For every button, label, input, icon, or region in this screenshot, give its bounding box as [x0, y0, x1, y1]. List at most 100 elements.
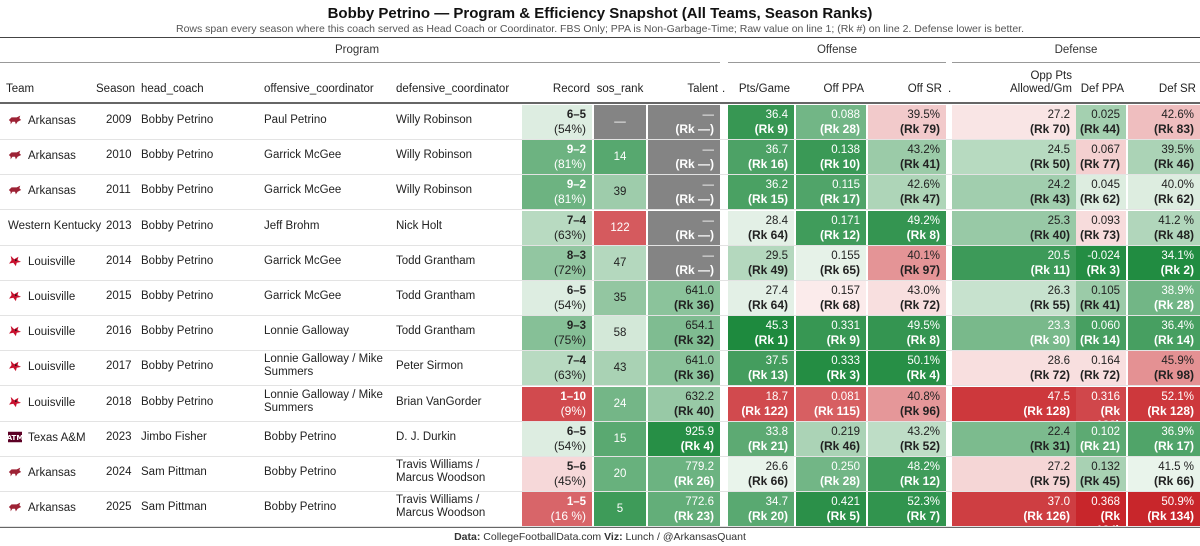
row-divider	[0, 174, 1200, 175]
def-ppa-cell-rank: (Rk 73)	[1079, 228, 1120, 242]
head-coach-cell: Bobby Petrino	[141, 325, 214, 337]
talent-cell-rank: (Rk —)	[675, 157, 714, 171]
record-cell: 6–5 (54%)	[522, 422, 592, 456]
record-cell-value: 5–6	[566, 461, 586, 473]
talent-cell-value: —	[702, 179, 715, 191]
def-sr-cell: 45.9% (Rk 98)	[1128, 351, 1200, 385]
talent-cell-rank: (Rk —)	[675, 263, 714, 277]
season-cell: 2018	[106, 396, 132, 408]
pts-game-cell: 34.7 (Rk 20)	[728, 492, 794, 526]
off-ppa-cell-rank: (Rk 17)	[819, 192, 860, 206]
cardinal-logo-icon	[8, 360, 28, 373]
def-sr-cell-rank: (Rk 28)	[1153, 298, 1194, 312]
def-sr-cell-rank: (Rk 14)	[1153, 333, 1194, 347]
off-ppa-cell-value: 0.157	[831, 285, 860, 297]
defensive-coordinator-cell: Travis Williams / Marcus Woodson	[396, 459, 486, 484]
talent-cell-value: 632.2	[685, 391, 714, 403]
head-coach-cell: Sam Pittman	[141, 501, 207, 513]
pts-game-cell: 28.4 (Rk 64)	[728, 211, 794, 245]
talent-cell: — (Rk —)	[648, 140, 720, 174]
defensive-coordinator-cell: Todd Grantham	[396, 325, 476, 337]
table-row: Arkansas 2025 Sam Pittman Bobby Petrino Trav…	[0, 491, 1200, 537]
def-ppa-cell-rank: (Rk 3)	[1086, 263, 1120, 277]
off-sr-cell: 43.0% (Rk 72)	[868, 281, 946, 315]
talent-cell: 925.9 (Rk 4)	[648, 422, 720, 456]
row-divider	[0, 421, 1200, 422]
team-cell: Louisville	[8, 290, 116, 304]
season-cell: 2010	[106, 149, 132, 161]
def-ppa-cell-value: 0.060	[1091, 320, 1120, 332]
season-cell: 2023	[106, 431, 132, 443]
header-def-ppa: Def PPA	[1080, 83, 1124, 95]
row-divider	[0, 280, 1200, 281]
talent-cell-rank: (Rk 23)	[673, 509, 714, 523]
def-ppa-cell-rank: (Rk 41)	[1079, 298, 1120, 312]
off-ppa-cell: 0.138 (Rk 10)	[796, 140, 866, 174]
opp-pts-cell-rank: (Rk 11)	[1030, 263, 1070, 277]
def-ppa-cell-value: 0.105	[1091, 285, 1120, 297]
table-row: Louisville 2017 Bobby Petrino Lonnie Gallow…	[0, 350, 1200, 385]
def-ppa-cell-value: 0.368	[1091, 496, 1120, 508]
off-ppa-cell-value: 0.219	[831, 426, 860, 438]
record-cell-value: 6–5	[566, 285, 586, 297]
footer-data-label: Data:	[454, 531, 481, 543]
sos-rank-cell-value: 20	[613, 468, 627, 480]
team-cell: Louisville	[8, 360, 116, 374]
sos-rank-cell: 5	[594, 492, 646, 526]
def-sr-cell-rank: (Rk 98)	[1153, 368, 1194, 382]
off-sr-cell-rank: (Rk 47)	[899, 192, 940, 206]
def-ppa-cell: 0.067 (Rk 77)	[1076, 140, 1126, 174]
off-ppa-cell-value: 0.333	[831, 355, 860, 367]
row-divider	[0, 385, 1200, 386]
pts-game-cell-value: 45.3	[765, 320, 788, 332]
pts-game-cell-value: 33.8	[765, 426, 788, 438]
pts-game-cell-rank: (Rk 122)	[741, 404, 788, 418]
def-sr-cell-value: 52.1%	[1161, 391, 1194, 403]
def-sr-cell: 39.5% (Rk 46)	[1128, 140, 1200, 174]
defensive-coordinator-cell: Willy Robinson	[396, 114, 473, 126]
header-offensive-coordinator: offensive_coordinator	[264, 83, 374, 95]
record-cell-rank: (63%)	[553, 228, 586, 242]
record-cell-rank: (81%)	[553, 192, 586, 206]
off-ppa-cell-rank: (Rk 28)	[819, 122, 860, 136]
off-ppa-cell-rank: (Rk 68)	[819, 298, 860, 312]
offensive-coordinator-cell: Garrick McGee	[264, 149, 342, 161]
team-name: Louisville	[28, 326, 76, 338]
sos-rank-cell: 14	[594, 140, 646, 174]
def-sr-cell: 36.9% (Rk 17)	[1128, 422, 1200, 456]
head-coach-cell: Sam Pittman	[141, 466, 207, 478]
sos-rank-cell-value: 35	[613, 292, 627, 304]
group-offense-rule	[728, 62, 946, 63]
offensive-coordinator-cell: Lonnie Galloway	[264, 325, 350, 337]
def-ppa-cell-value: -0.024	[1087, 250, 1120, 262]
offensive-coordinator-cell: Lonnie Galloway / Mike Summers	[264, 353, 383, 378]
off-ppa-cell: 0.333 (Rk 3)	[796, 351, 866, 385]
record-cell: 9–2 (81%)	[522, 140, 592, 174]
def-sr-cell: 36.4% (Rk 14)	[1128, 316, 1200, 350]
talent-cell: — (Rk —)	[648, 246, 720, 280]
def-sr-cell-rank: (Rk 2)	[1160, 263, 1194, 277]
season-cell: 2016	[106, 325, 132, 337]
off-ppa-cell: 0.250 (Rk 28)	[796, 457, 866, 491]
def-sr-cell: 34.1% (Rk 2)	[1128, 246, 1200, 280]
def-sr-cell: 42.6% (Rk 83)	[1128, 105, 1200, 139]
opp-pts-cell-rank: (Rk 128)	[1023, 404, 1070, 418]
sos-rank-cell: 47	[594, 246, 646, 280]
pts-game-cell: 37.5 (Rk 13)	[728, 351, 794, 385]
sos-rank-cell-value: 58	[613, 327, 627, 339]
pts-game-cell: 36.7 (Rk 16)	[728, 140, 794, 174]
team-cell: Arkansas	[8, 501, 116, 515]
off-sr-cell-value: 43.0%	[907, 285, 940, 297]
opp-pts-cell-value: 24.2	[1047, 179, 1070, 191]
defensive-coordinator-cell: Peter Sirmon	[396, 360, 464, 372]
sos-rank-cell-value: 14	[613, 151, 627, 163]
off-sr-cell-value: 39.5%	[907, 109, 940, 121]
opp-pts-cell-rank: (Rk 40)	[1029, 228, 1070, 242]
talent-cell-value: —	[702, 250, 715, 262]
pts-game-cell-value: 34.7	[765, 496, 788, 508]
opp-pts-cell-rank: (Rk 70)	[1029, 122, 1070, 136]
off-ppa-cell: 0.157 (Rk 68)	[796, 281, 866, 315]
header-defensive-coordinator: defensive_coordinator	[396, 83, 510, 95]
sos-rank-cell: 15	[594, 422, 646, 456]
top-rule	[0, 37, 1200, 38]
